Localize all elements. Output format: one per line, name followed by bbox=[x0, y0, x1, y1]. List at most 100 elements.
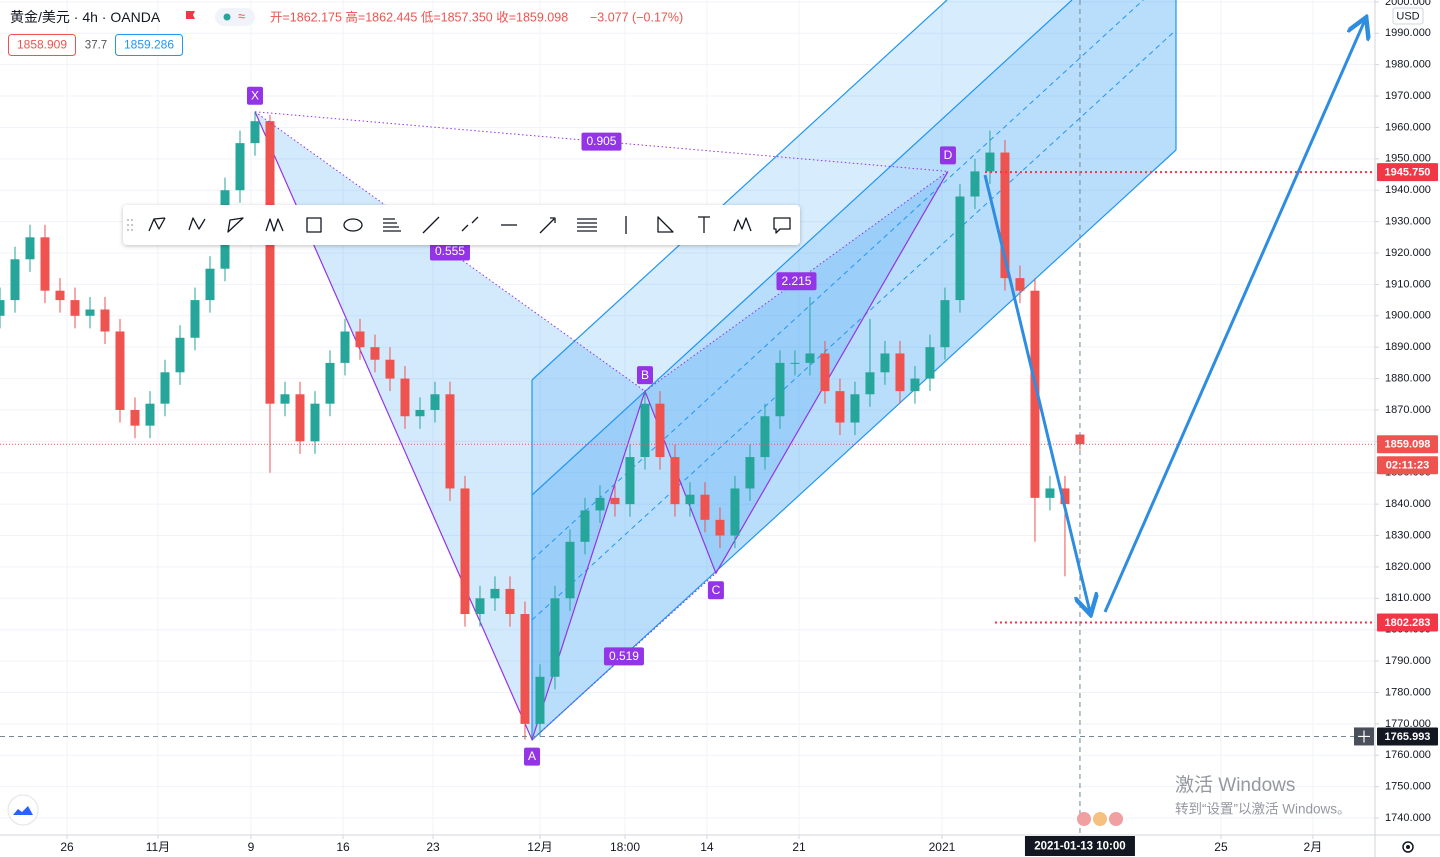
tool-button[interactable] bbox=[657, 216, 674, 233]
event[interactable] bbox=[1077, 812, 1091, 826]
symbol[interactable]: 黄金/美元 bbox=[10, 9, 70, 25]
tool-icon bbox=[773, 217, 791, 234]
forecast-arrows bbox=[983, 20, 1365, 612]
candle-body bbox=[610, 497, 620, 505]
candle-body bbox=[400, 378, 410, 417]
candle-body bbox=[805, 353, 815, 363]
candle-body bbox=[355, 331, 365, 348]
candle-body bbox=[1015, 278, 1025, 291]
point-label: C bbox=[712, 583, 721, 597]
event-icons[interactable] bbox=[1077, 812, 1123, 826]
tool-button[interactable] bbox=[343, 218, 363, 232]
event[interactable] bbox=[1093, 812, 1107, 826]
crosshair-x-tag: 2021-01-13 10:00 bbox=[1034, 841, 1125, 853]
exchange: OANDA bbox=[110, 9, 160, 25]
candle-body bbox=[340, 331, 350, 363]
flag[interactable] bbox=[186, 11, 195, 19]
channel-line bbox=[531, 0, 1073, 496]
tool-icon bbox=[461, 216, 479, 232]
tool-button[interactable] bbox=[461, 216, 479, 232]
tool-button[interactable] bbox=[773, 217, 791, 234]
point-box bbox=[939, 146, 956, 165]
candle-body bbox=[1075, 434, 1085, 445]
candle-body bbox=[955, 196, 965, 301]
countdown-bg bbox=[1377, 456, 1438, 475]
tool-button[interactable] bbox=[539, 217, 556, 234]
tool-button[interactable] bbox=[148, 217, 166, 232]
point-label: B bbox=[641, 368, 649, 382]
tool-icon bbox=[343, 218, 363, 232]
candle-body bbox=[385, 359, 395, 379]
x-tick-label: 25 bbox=[1214, 840, 1228, 854]
status-pill[interactable] bbox=[215, 8, 255, 26]
y-tick-label: 1750.000 bbox=[1385, 781, 1431, 793]
x-tick-label: 2021 bbox=[929, 840, 956, 854]
candle-body bbox=[940, 300, 950, 348]
spread: 37.7 bbox=[85, 40, 107, 52]
tool-icon bbox=[733, 217, 752, 232]
candle-body bbox=[640, 403, 650, 458]
event[interactable] bbox=[1109, 812, 1123, 826]
candle-body bbox=[580, 510, 590, 542]
x-tick-label: 26 bbox=[60, 840, 74, 854]
tool-button[interactable] bbox=[265, 218, 284, 232]
point-label: D bbox=[944, 148, 953, 162]
logo-mark bbox=[13, 806, 33, 815]
candle-body bbox=[700, 494, 710, 520]
candle-body bbox=[10, 259, 20, 301]
watermark-subtitle: 转到“设置”以激活 Windows。 bbox=[1175, 802, 1351, 817]
candle-body bbox=[25, 237, 35, 260]
settings[interactable] bbox=[1402, 841, 1414, 853]
interval[interactable]: 4h bbox=[82, 9, 98, 25]
candle-body bbox=[250, 121, 260, 144]
candle-body bbox=[685, 494, 695, 505]
channel-line bbox=[531, 0, 948, 381]
tool-button[interactable] bbox=[698, 216, 710, 233]
candle-body bbox=[40, 237, 50, 291]
candles bbox=[0, 111, 1085, 740]
drag-handle[interactable] bbox=[127, 219, 133, 231]
candle-body bbox=[625, 457, 635, 505]
x-tick-label: 21 bbox=[792, 840, 806, 854]
tool-button[interactable] bbox=[383, 218, 401, 232]
tool-button[interactable] bbox=[422, 216, 440, 234]
candle-body bbox=[445, 394, 455, 489]
tool-button[interactable] bbox=[577, 218, 597, 232]
bid-box[interactable] bbox=[8, 34, 76, 56]
price-axis: 1740.000 1750.000 1760.000 1770.000 1780.000… bbox=[1375, 0, 1431, 824]
logo-circle[interactable] bbox=[7, 794, 39, 826]
x-tick-label: 18:00 bbox=[610, 840, 640, 854]
candle-body bbox=[910, 378, 920, 392]
x-tick-label: 16 bbox=[336, 840, 350, 854]
x-tick-label: 12月 bbox=[527, 840, 552, 854]
bid: 1858.909 bbox=[17, 38, 67, 52]
candle-body bbox=[295, 394, 305, 442]
candle-body bbox=[205, 268, 215, 301]
channel-line bbox=[531, 149, 1177, 741]
ratio-box bbox=[603, 647, 644, 666]
header: 黄金/美元 · 4h · OANDA ≈ 开=1862.175 高=1862.4… bbox=[8, 8, 683, 56]
tool-button[interactable] bbox=[188, 217, 206, 231]
y-tick-label: 1910.000 bbox=[1385, 278, 1431, 290]
x-tick-label: 14 bbox=[700, 840, 714, 854]
candle-body bbox=[865, 372, 875, 395]
candle-body bbox=[130, 409, 140, 426]
channel-fill bbox=[532, 0, 1176, 740]
tool-icon bbox=[148, 217, 166, 232]
candle-body bbox=[925, 347, 935, 379]
y-tick-label: 1870.000 bbox=[1385, 404, 1431, 416]
gear[interactable] bbox=[1402, 841, 1414, 853]
ask-box[interactable] bbox=[115, 34, 183, 56]
crosshair-y-tag: 1765.993 bbox=[1385, 731, 1431, 743]
tool-button[interactable] bbox=[306, 217, 322, 233]
tool-button[interactable] bbox=[227, 217, 244, 233]
tool-button[interactable] bbox=[733, 217, 752, 232]
candle-body bbox=[595, 497, 605, 511]
candle-body bbox=[460, 488, 470, 615]
candle-body bbox=[850, 394, 860, 423]
ratio-box bbox=[581, 132, 622, 151]
symbol-line: 黄金/美元 · 4h · OANDA bbox=[10, 9, 161, 25]
logo[interactable] bbox=[7, 794, 39, 826]
y-tick-label: 1880.000 bbox=[1385, 372, 1431, 384]
